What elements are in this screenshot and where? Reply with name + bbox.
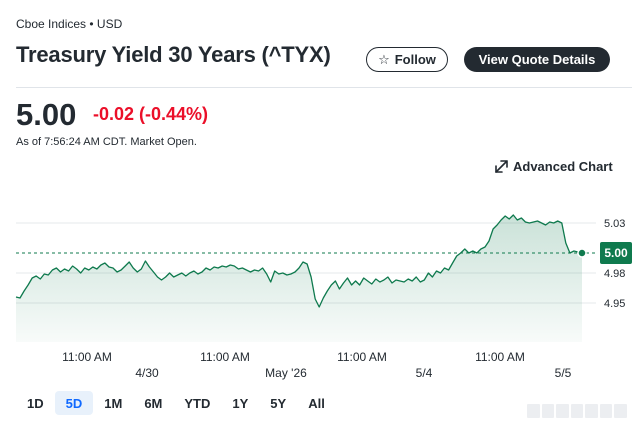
y-tick-label: 5.03 — [604, 218, 625, 230]
x-date-label: 5/4 — [416, 366, 433, 380]
advanced-chart-label: Advanced Chart — [513, 159, 613, 174]
range-1m[interactable]: 1M — [104, 395, 123, 411]
x-date-label: 5/5 — [555, 366, 572, 380]
price-change: -0.02 (-0.44%) — [93, 104, 209, 124]
range-5y[interactable]: 5Y — [270, 395, 287, 411]
y-tick-label: 4.95 — [604, 298, 625, 310]
current-price: 5.00 — [16, 97, 77, 132]
x-time-label: 11:00 AM — [337, 350, 387, 364]
yield-chart[interactable]: 4.95 4.98 5.03 5.00 11:00 AM 11:00 AM 11:00 … — [0, 180, 636, 385]
range-1d[interactable]: 1D — [27, 395, 44, 411]
x-time-label: 11:00 AM — [200, 350, 250, 364]
follow-label: Follow — [394, 52, 436, 67]
y-tick-label: 4.98 — [604, 268, 625, 280]
series-line — [15, 214, 583, 308]
current-value-label: 5.00 — [604, 246, 628, 260]
advanced-chart-link[interactable]: Advanced Chart — [495, 159, 613, 174]
x-date-label: May '26 — [265, 366, 307, 380]
expand-icon — [495, 160, 508, 173]
series-area — [16, 215, 582, 342]
x-time-label: 11:00 AM — [62, 350, 112, 364]
view-quote-details-button[interactable]: View Quote Details — [464, 47, 610, 72]
star-icon: ☆ — [378, 51, 390, 67]
range-all[interactable]: All — [308, 395, 325, 411]
current-value-badge — [600, 242, 632, 264]
page-title: Treasury Yield 30 Years (^TYX) — [16, 42, 331, 67]
header-divider — [16, 87, 632, 88]
scrollbar-indicator — [527, 404, 628, 418]
last-point-marker — [577, 248, 587, 258]
follow-button[interactable]: ☆ Follow — [366, 47, 448, 72]
exchange-label: Cboe Indices • USD — [16, 17, 123, 31]
range-ytd[interactable]: YTD — [184, 395, 211, 411]
as-of-timestamp: As of 7:56:24 AM CDT. Market Open. — [16, 136, 197, 148]
x-date-label: 4/30 — [135, 366, 159, 380]
x-time-label: 11:00 AM — [475, 350, 525, 364]
range-6m[interactable]: 6M — [144, 395, 163, 411]
range-5d[interactable]: 5D — [54, 391, 94, 415]
range-1y[interactable]: 1Y — [232, 395, 249, 411]
time-range-selector: 1D 5D 1M 6M YTD 1Y 5Y All — [16, 391, 336, 415]
